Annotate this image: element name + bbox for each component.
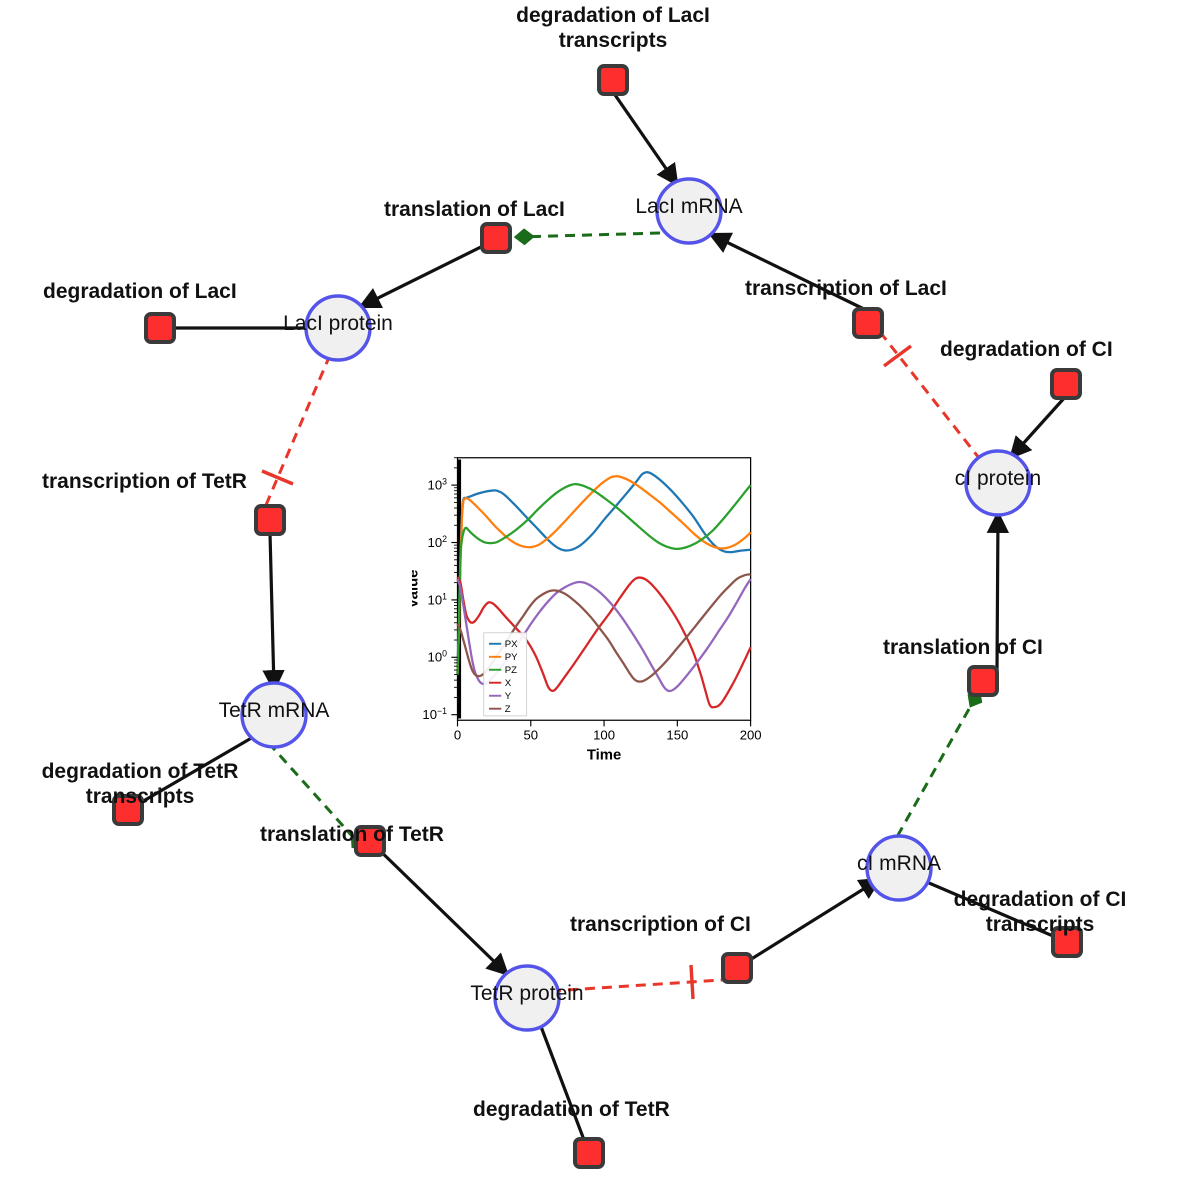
svg-text:100: 100 — [428, 649, 448, 665]
svg-text:Y: Y — [505, 691, 512, 702]
svg-text:50: 50 — [523, 728, 538, 743]
svg-text:PX: PX — [505, 639, 518, 650]
svg-text:103: 103 — [428, 477, 448, 493]
svg-text:PY: PY — [505, 652, 518, 663]
svg-text:Time: Time — [587, 748, 621, 764]
svg-text:150: 150 — [666, 728, 688, 743]
svg-text:Value: Value — [412, 570, 421, 609]
svg-text:200: 200 — [740, 728, 762, 743]
svg-text:102: 102 — [428, 534, 448, 550]
svg-text:X: X — [505, 678, 512, 689]
svg-text:10−1: 10−1 — [422, 706, 447, 722]
svg-text:PZ: PZ — [505, 665, 517, 676]
svg-text:0: 0 — [454, 728, 461, 743]
svg-text:Z: Z — [505, 704, 511, 715]
svg-text:100: 100 — [593, 728, 615, 743]
svg-text:101: 101 — [428, 591, 448, 607]
